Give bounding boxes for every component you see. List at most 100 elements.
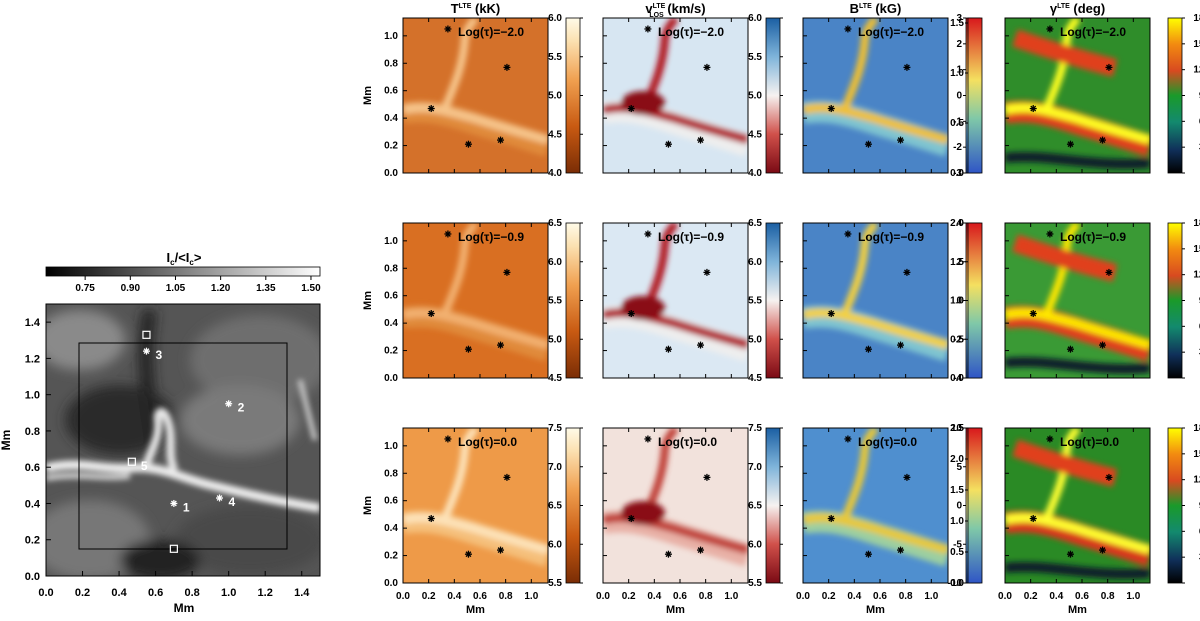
x-tick-label: 0.6 [1075,591,1089,602]
panel-colorbar: 5.5 6.0 6.5 7.0 7.5 [748,423,783,589]
panel-marker-star [697,136,705,144]
panel-marker-star [664,345,672,353]
panel-image [603,18,748,173]
panel-depth-label: Log(τ)=0.0 [658,435,717,449]
colorbar-tick-label: 120 [1193,475,1200,486]
panel-colorbar: 4.5 5.0 5.5 6.0 6.5 [548,218,583,384]
colorbar-fill [765,427,781,584]
colorbar-tick-label: 6.0 [748,257,762,268]
panel-marker-star [644,25,652,33]
panel-marker-star [703,63,711,71]
panel-depth-label: Log(τ)=0.0 [458,435,517,449]
colorbar-tick-label: 6.0 [548,257,562,268]
panel-marker-star [897,341,905,349]
intensity-colorbar-ticks: 0.75 0.90 1.05 1.20 1.35 1.50 [75,276,321,294]
intensity-panel: Ic/<Ic> 0.75 0.90 1.05 1.20 1.35 1.50 [0,250,321,615]
intensity-ylabel: Mm [0,430,13,451]
colorbar-tick-label: 5.0 [548,91,562,102]
colorbar-tick-label: -3 [953,168,962,179]
colorbar-tick-label: 6.0 [748,13,762,24]
panel-marker-star [903,268,911,276]
colorbar-tick-label: 2.5 [950,423,964,434]
panel-marker-star [864,550,872,558]
panel-marker-star [844,435,852,443]
panel-inclination-row1: Log(τ)=−0.90306090120150180 [1004,218,1200,379]
marker-label: 1 [183,500,190,514]
x-tick-label: 0.8 [899,591,913,602]
x-tick-label: 0.8 [499,591,513,602]
panel-image [1005,223,1150,378]
colorbar-tick-label: 90 [1199,91,1200,102]
x-tick-label: 0.6 [473,591,487,602]
panel-frame [802,222,949,379]
panel-marker-star [703,268,711,276]
colorbar-tick-label: 1.05 [166,283,186,294]
panel-marker-star [627,105,635,113]
intensity-colorbar-title: Ic/<Ic> [167,250,202,267]
colorbar-tick-label: 1.0 [950,516,964,527]
column-title-jet: BLTE (kG) [850,1,902,16]
panel-frame [802,427,949,584]
panel-frame [402,427,549,584]
x-tick-label: 0.0 [998,591,1012,602]
panel-colorbar: 0306090120150180 [1167,13,1200,174]
panel-ylabel: Mm [362,291,374,310]
colorbar-tick-label: 1.20 [211,283,231,294]
panel-marker-star [427,515,435,523]
colorbar-tick-label: 4 [956,218,962,229]
panel-velocity-row0: Log(τ)=−2.0 4.0 4.5 5.0 5.5 6.0 [602,13,783,179]
panel-marker-star [503,63,511,71]
colorbar-tick-label: 0 [956,91,962,102]
panel-frame [1004,17,1151,174]
panel-marker-star [1099,341,1107,349]
panel-jet-row2: Log(τ)=0.0 0.0 0.2 0.4 0.6 0.8 1.0 Mm -10 -5 0 5 10 [796,423,981,616]
y-tick-label: 0.8 [25,426,40,438]
colorbar-fill [565,222,581,379]
x-tick-label: 0.2 [822,591,836,602]
colorbar-tick-label: -1 [953,116,962,127]
x-tick-label: 0.8 [184,587,199,599]
colorbar-tick-label: 1.35 [256,283,276,294]
panel-marker-star [444,435,452,443]
x-tick-label: 1.0 [924,591,938,602]
panel-depth-label: Log(τ)=−2.0 [658,25,724,39]
colorbar-tick-label: 4.0 [748,168,762,179]
panel-marker-star [497,546,505,554]
panel-depth-label: Log(τ)=−0.9 [458,230,524,244]
colorbar-fill [967,222,983,379]
y-tick-label: 0.8 [384,58,398,69]
y-tick-label: 0.4 [384,113,398,124]
x-tick-label: 1.0 [1126,591,1140,602]
colorbar-tick-label: 5.5 [548,296,562,307]
panel-image [1005,18,1150,173]
colorbar-tick-label: 180 [1193,218,1200,229]
colorbar-tick-label: 5 [956,462,962,473]
colorbar-tick-label: 1.0 [950,68,964,79]
colorbar-fill [967,427,983,584]
colorbar-tick-label: 1.5 [950,485,964,496]
colorbar-tick-label: 2.0 [950,218,964,229]
panel-marker-star [864,140,872,148]
panel-marker-star [1046,435,1054,443]
x-tick-label: 1.0 [524,591,538,602]
colorbar-fill [1167,17,1183,174]
panel-depth-label: Log(τ)=−2.0 [858,25,924,39]
x-tick-label: 1.0 [724,591,738,602]
colorbar-tick-label: 0.5 [950,547,964,558]
panel-marker-star [844,25,852,33]
colorbar-tick-label: 30 [1199,142,1200,153]
panel-temperature-row0: Log(τ)=−2.0 0.0 0.2 0.4 0.6 0.8 1.0 Mm 4.0 4.5 5.0… [362,13,583,179]
column-title-velocity: vLTE LOS (km/s) [645,1,705,19]
panel-depth-label: Log(τ)=0.0 [858,435,917,449]
panel-temperature-row1: Log(τ)=−0.9 0.0 0.2 0.4 0.6 0.8 1.0 Mm 4.5 5.0 5.5… [362,218,583,384]
subregion-box [78,342,288,550]
colorbar-tick-label: 4.0 [548,168,562,179]
marker-star [225,400,233,408]
colorbar-tick-label: 0.0 [950,168,964,179]
colorbar-tick-label: 5.0 [748,334,762,345]
y-tick-label: 0.8 [384,263,398,274]
panel-marker-star [1066,345,1074,353]
y-tick-label: 0.6 [384,496,398,507]
y-tick-label: 0.0 [384,168,398,179]
colorbar-tick-label: 5.0 [748,91,762,102]
